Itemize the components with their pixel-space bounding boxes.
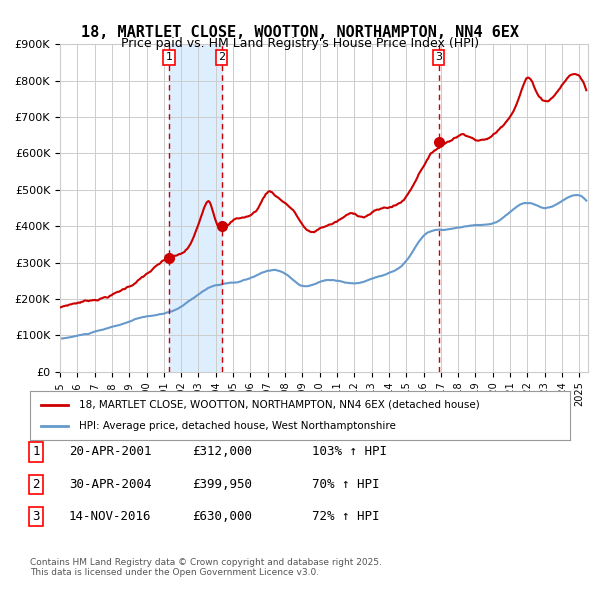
Text: Price paid vs. HM Land Registry's House Price Index (HPI): Price paid vs. HM Land Registry's House … (121, 37, 479, 50)
Text: £630,000: £630,000 (192, 510, 252, 523)
Text: 3: 3 (32, 510, 40, 523)
Bar (169, 44, 221, 372)
Text: 72% ↑ HPI: 72% ↑ HPI (312, 510, 380, 523)
Text: 1: 1 (32, 445, 40, 458)
Text: 1: 1 (166, 53, 173, 63)
Text: £399,950: £399,950 (192, 478, 252, 491)
Text: 20-APR-2001: 20-APR-2001 (69, 445, 151, 458)
Text: HPI: Average price, detached house, West Northamptonshire: HPI: Average price, detached house, West… (79, 421, 395, 431)
Text: 2: 2 (218, 53, 225, 63)
Text: 18, MARTLET CLOSE, WOOTTON, NORTHAMPTON, NN4 6EX (detached house): 18, MARTLET CLOSE, WOOTTON, NORTHAMPTON,… (79, 399, 479, 409)
Text: 103% ↑ HPI: 103% ↑ HPI (312, 445, 387, 458)
Text: 3: 3 (435, 53, 442, 63)
Text: 14-NOV-2016: 14-NOV-2016 (69, 510, 151, 523)
Text: Contains HM Land Registry data © Crown copyright and database right 2025.
This d: Contains HM Land Registry data © Crown c… (30, 558, 382, 577)
Text: £312,000: £312,000 (192, 445, 252, 458)
Text: 70% ↑ HPI: 70% ↑ HPI (312, 478, 380, 491)
Text: 30-APR-2004: 30-APR-2004 (69, 478, 151, 491)
Text: 18, MARTLET CLOSE, WOOTTON, NORTHAMPTON, NN4 6EX: 18, MARTLET CLOSE, WOOTTON, NORTHAMPTON,… (81, 25, 519, 40)
Text: 2: 2 (32, 478, 40, 491)
